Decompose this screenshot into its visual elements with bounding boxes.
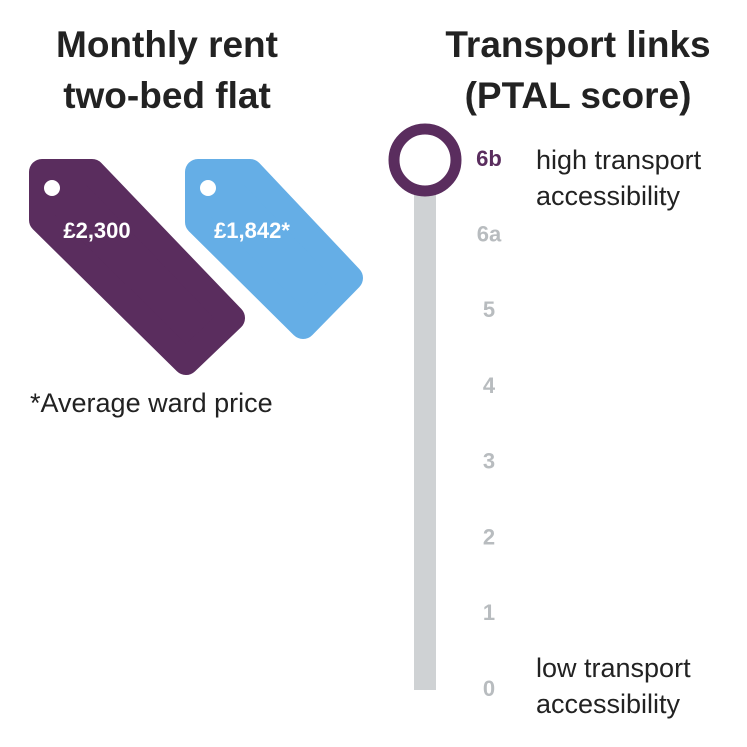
rent-title: two-bed flat [63,75,271,116]
ptal-marker [388,123,462,197]
ptal-level: 5 [483,297,495,322]
tag-hole [200,180,216,196]
price-tag [185,159,363,339]
ptal-level: 6b [476,146,502,171]
transport-title: (PTAL score) [465,75,692,116]
ptal-level: 0 [483,676,495,701]
rent-title: Monthly rent [56,24,278,65]
high-label: high transport [536,145,702,175]
ptal-level: 6a [477,222,502,247]
ptal-bar [414,160,436,690]
ptal-level: 3 [483,449,495,474]
ptal-level: 1 [483,600,495,625]
footnote: *Average ward price [30,388,273,418]
low-label: low transport [536,653,691,683]
price-tag [29,159,245,375]
ptal-level: 4 [483,373,496,398]
ptal-levels: 6b 6a 5 4 3 2 1 0 [476,146,502,701]
transport-title: Transport links [445,24,710,65]
tag-hole [44,180,60,196]
high-label: accessibility [536,181,681,211]
price: £1,842* [214,218,290,243]
ptal-level: 2 [483,524,495,549]
price: £2,300 [63,218,130,243]
low-label: accessibility [536,689,681,719]
